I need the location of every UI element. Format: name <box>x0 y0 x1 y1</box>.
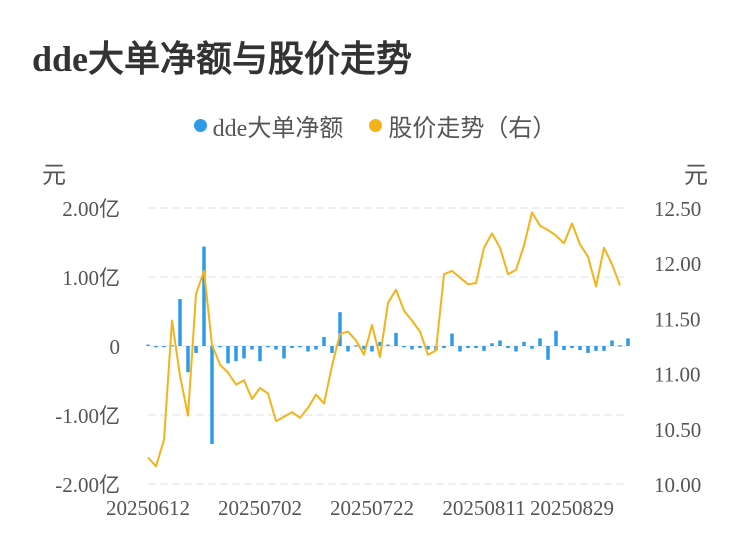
dde-bar <box>178 299 182 346</box>
dde-bar <box>170 345 174 347</box>
left-tick-label: 2.00亿 <box>62 197 120 221</box>
dde-bar <box>226 346 230 364</box>
dde-bar <box>594 346 598 351</box>
legend-dot-bar <box>193 119 207 132</box>
dde-bar <box>570 346 574 349</box>
dde-bar <box>362 346 366 350</box>
dde-bar <box>210 346 214 444</box>
dde-bar <box>410 346 414 350</box>
right-tick-label: 11.00 <box>654 363 700 387</box>
dde-bar <box>202 246 206 346</box>
dde-bar <box>346 346 350 352</box>
dde-bar <box>258 346 262 362</box>
price-line <box>147 211 621 468</box>
dde-bar <box>290 346 294 349</box>
dde-bar <box>306 346 310 352</box>
dde-bar <box>626 338 630 346</box>
x-tick-label: 20250722 <box>330 496 414 520</box>
dde-bar <box>242 346 246 359</box>
dde-bar <box>234 346 238 362</box>
dde-bar <box>298 346 302 348</box>
dde-bar <box>442 346 446 349</box>
dde-bar <box>618 345 622 347</box>
legend-label-dde: dde大单净额 <box>212 116 344 142</box>
right-tick-label: 10.50 <box>654 418 701 442</box>
dde-bar <box>314 346 318 350</box>
dde-bar <box>330 346 334 353</box>
dde-bar <box>218 346 222 348</box>
x-tick-label: 20250811 <box>442 496 525 520</box>
dde-bar <box>322 337 326 346</box>
dde-bar <box>482 346 486 351</box>
left-axis-unit: 元 <box>42 163 66 189</box>
dde-bar <box>538 338 542 346</box>
dde-bar <box>186 346 190 373</box>
left-tick-label: -1.00亿 <box>55 404 120 428</box>
dde-bar <box>546 346 550 360</box>
dde-bar <box>522 341 526 346</box>
dde-bar <box>378 341 382 346</box>
dde-bar <box>610 340 614 346</box>
dde-bar <box>506 346 510 349</box>
dde-bar <box>498 340 502 346</box>
dde-bar <box>386 344 390 346</box>
dde-bar <box>418 346 422 349</box>
x-tick-label: 20250612 <box>106 496 190 520</box>
dde-bar <box>154 346 158 348</box>
chart-legend: dde大单净额 股价走势（右） <box>0 108 750 143</box>
legend-dot-line <box>369 119 383 132</box>
dde-bar <box>490 343 494 346</box>
dde-bar <box>394 332 398 346</box>
dde-bar <box>338 312 342 346</box>
dde-bar <box>458 346 462 352</box>
left-tick-label: 1.00亿 <box>62 266 120 290</box>
dde-bar <box>578 346 582 351</box>
dde-bar <box>162 346 166 348</box>
dde-bar <box>426 346 430 350</box>
dde-bar <box>274 346 278 350</box>
dde-bar <box>586 346 590 353</box>
left-tick-label: 0 <box>110 335 121 359</box>
right-tick-label: 12.50 <box>654 197 701 221</box>
dde-bar <box>530 346 534 349</box>
dde-bar <box>402 346 406 348</box>
legend-label-price: 股价走势（右） <box>388 116 557 142</box>
dde-bar <box>514 346 518 352</box>
right-tick-label: 10.00 <box>654 473 701 497</box>
dde-bar <box>562 346 566 351</box>
legend-item-dde[interactable]: dde大单净额 <box>193 108 344 143</box>
x-tick-label: 20250702 <box>218 496 302 520</box>
left-tick-label: -2.00亿 <box>55 473 120 497</box>
dde-bar <box>250 346 254 350</box>
dde-bar <box>554 330 558 346</box>
dde-bar <box>474 346 478 349</box>
dde-bar <box>146 344 150 346</box>
dde-bar <box>354 345 358 347</box>
dde-bar <box>370 346 374 352</box>
legend-item-price[interactable]: 股价走势（右） <box>369 108 556 143</box>
dde-bar <box>602 346 606 351</box>
right-tick-label: 12.00 <box>654 252 701 276</box>
dde-bar <box>450 333 454 346</box>
right-axis-unit: 元 <box>684 163 708 189</box>
dde-bar <box>466 346 470 349</box>
x-tick-label: 20250829 <box>530 496 614 520</box>
chart-title: dde大单净额与股价走势 <box>32 39 413 79</box>
dde-bar <box>266 346 270 348</box>
dde-bar <box>282 346 286 359</box>
dde-bar <box>194 346 198 353</box>
right-tick-label: 11.50 <box>654 307 700 331</box>
